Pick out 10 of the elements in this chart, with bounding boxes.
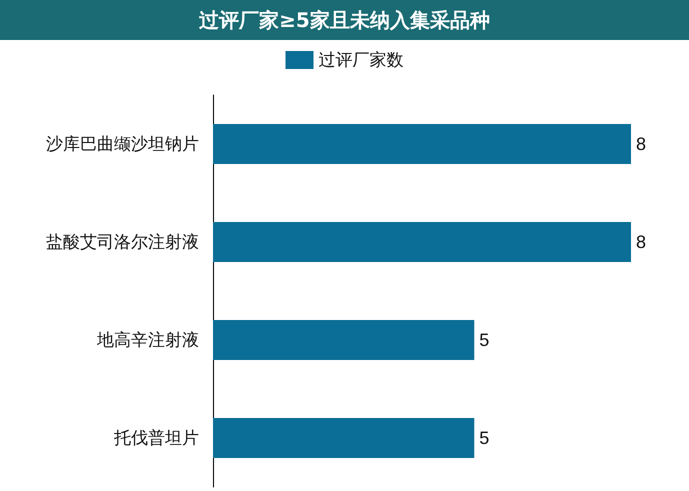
data-label: 8 bbox=[636, 232, 646, 252]
data-label: 5 bbox=[479, 330, 490, 350]
data-label: 5 bbox=[479, 428, 490, 448]
y-tick-label: 托伐普坦片 bbox=[113, 428, 199, 448]
chart-title: 过评厂家≥5家且未纳入集采品种 bbox=[0, 0, 689, 40]
y-tick-label: 沙库巴曲缬沙坦钠片 bbox=[46, 134, 199, 154]
y-tick-label: 盐酸艾司洛尔注射液 bbox=[46, 232, 199, 252]
data-label: 8 bbox=[636, 134, 646, 154]
legend-label: 过评厂家数 bbox=[318, 50, 404, 70]
y-tick-label: 地高辛注射液 bbox=[96, 330, 199, 350]
